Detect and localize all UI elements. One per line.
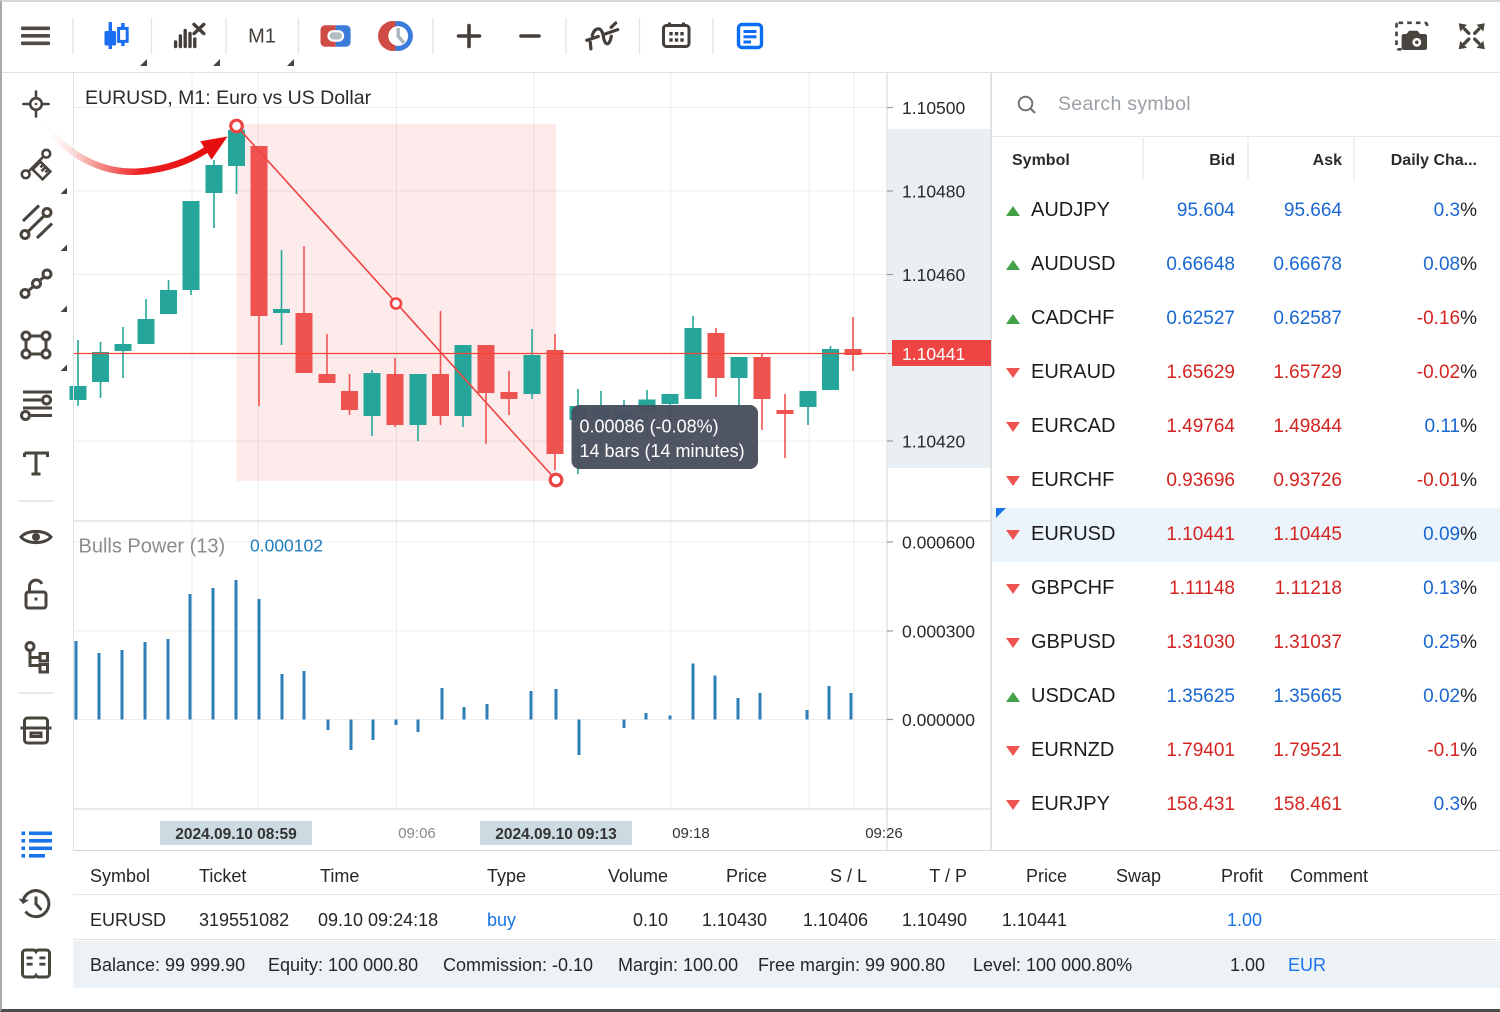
svg-text:14 bars (14 minutes): 14 bars (14 minutes) (580, 441, 745, 461)
svg-text:09:06: 09:06 (398, 825, 436, 842)
svg-text:09:26: 09:26 (865, 825, 903, 842)
svg-text:1.10420: 1.10420 (902, 432, 966, 452)
svg-text:2024.09.10 09:13: 2024.09.10 09:13 (495, 826, 617, 843)
svg-text:0.000102: 0.000102 (250, 536, 323, 556)
svg-text:0.00086 (-0.08%): 0.00086 (-0.08%) (580, 417, 719, 437)
svg-text:Bulls Power (13): Bulls Power (13) (79, 536, 226, 558)
svg-text:1.10441: 1.10441 (902, 344, 965, 364)
svg-text:M1: M1 (248, 26, 276, 48)
svg-text:0.000300: 0.000300 (902, 622, 975, 642)
svg-text:0.000000: 0.000000 (902, 710, 975, 730)
svg-text:2024.09.10 08:59: 2024.09.10 08:59 (175, 826, 297, 843)
svg-text:EURUSD, M1: Euro vs US Dollar: EURUSD, M1: Euro vs US Dollar (85, 87, 372, 109)
svg-text:09:18: 09:18 (672, 825, 710, 842)
svg-text:1.10460: 1.10460 (902, 265, 966, 285)
svg-text:1.10500: 1.10500 (902, 98, 966, 118)
svg-text:0.000600: 0.000600 (902, 533, 975, 553)
svg-text:1.10480: 1.10480 (902, 182, 966, 202)
